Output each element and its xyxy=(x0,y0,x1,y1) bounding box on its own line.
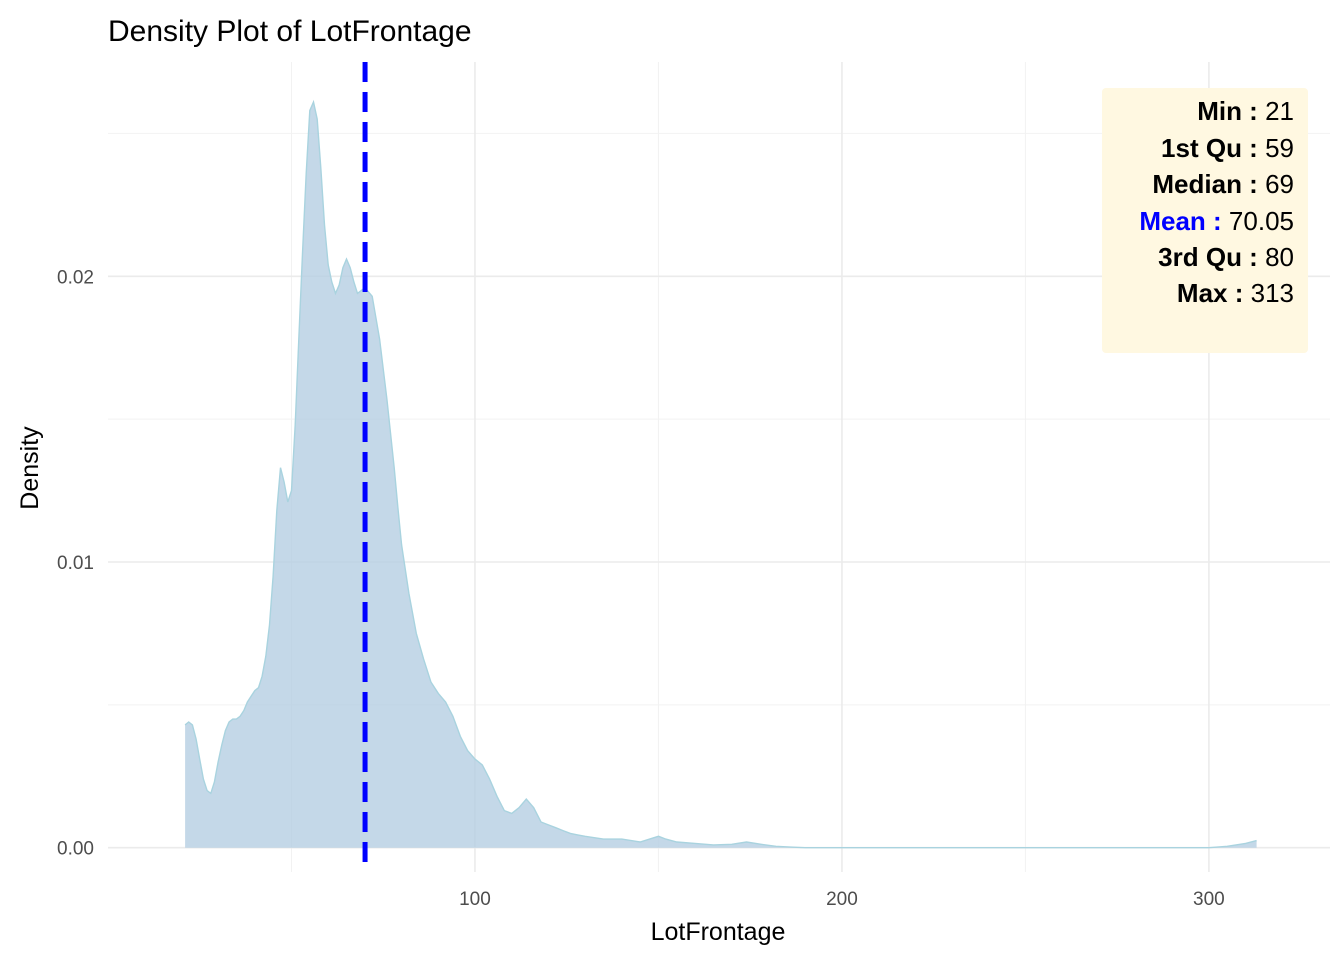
x-tick-label: 100 xyxy=(459,889,491,910)
stat-max: Max : 313 xyxy=(1177,278,1294,308)
stat-min-value: 21 xyxy=(1265,96,1294,126)
stat-3rd-qu-key: 3rd Qu : xyxy=(1158,242,1258,272)
stat-min: Min : 21 xyxy=(1197,96,1294,126)
stat-mean-key: Mean : xyxy=(1139,206,1221,236)
tick-labels: 100 200 300 0.00 0.01 0.02 xyxy=(57,267,1225,910)
stat-1st-qu: 1st Qu : 59 xyxy=(1161,133,1294,163)
x-tick-label: 300 xyxy=(1193,889,1225,910)
summary-stats-box: Min : 21 1st Qu : 59 Median : 69 Mean : … xyxy=(1102,88,1308,353)
density-fill xyxy=(185,102,1257,848)
y-tick-label: 0.01 xyxy=(57,553,94,574)
x-axis-title: LotFrontage xyxy=(651,918,786,946)
y-tick-label: 0.00 xyxy=(57,839,94,860)
stat-max-value: 313 xyxy=(1251,278,1294,308)
stat-max-key: Max : xyxy=(1177,278,1243,308)
density-line xyxy=(184,99,1257,849)
stat-median: Median : 69 xyxy=(1152,169,1294,199)
stat-3rd-qu: 3rd Qu : 80 xyxy=(1158,242,1294,272)
stat-mean: Mean : 70.05 xyxy=(1139,206,1294,236)
y-axis-title: Density xyxy=(16,426,44,510)
stat-median-value: 69 xyxy=(1265,169,1294,199)
stat-3rd-qu-value: 80 xyxy=(1265,242,1294,272)
stat-1st-qu-value: 59 xyxy=(1265,133,1294,163)
stat-1st-qu-key: 1st Qu : xyxy=(1161,133,1258,163)
summary-stats-background xyxy=(1102,88,1308,353)
x-tick-label: 200 xyxy=(826,889,858,910)
density-area xyxy=(184,99,1257,849)
stat-mean-value: 70.05 xyxy=(1229,206,1294,236)
stat-median-key: Median : xyxy=(1152,169,1257,199)
stat-min-key: Min : xyxy=(1197,96,1258,126)
chart-title: Density Plot of LotFrontage xyxy=(108,15,472,48)
y-tick-label: 0.02 xyxy=(57,267,94,288)
